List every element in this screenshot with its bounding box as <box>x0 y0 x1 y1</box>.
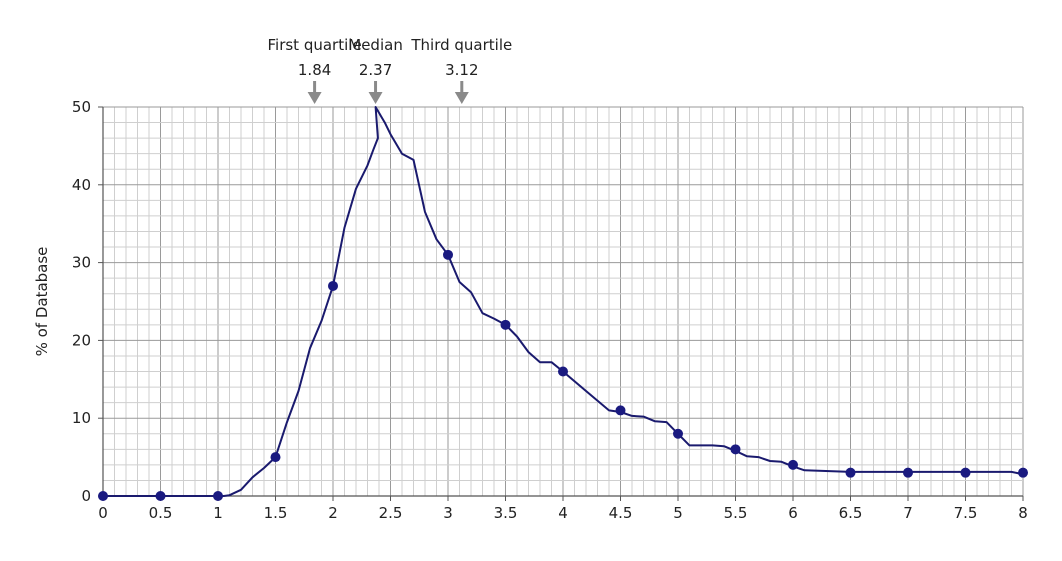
data-point <box>155 491 166 501</box>
annotation-arrow-head <box>307 92 322 104</box>
series-markers <box>98 249 1028 501</box>
annotation-value: 2.37 <box>359 61 392 79</box>
data-point <box>903 467 913 478</box>
series-line-path <box>103 106 1024 497</box>
y-tick-label: 30 <box>72 254 91 272</box>
data-point <box>615 405 626 416</box>
x-tick-label: 4.5 <box>609 504 633 522</box>
x-tick-label: 8 <box>1018 504 1028 522</box>
quartile-annotations: First quartile 1.84 Median 2.37 Third quarti… <box>268 36 512 104</box>
x-tick-label: 2.5 <box>379 504 403 522</box>
annotation-label: Median <box>348 36 403 54</box>
x-tick-label: 1 <box>213 504 223 522</box>
data-point <box>328 280 338 291</box>
x-tick-label: 4 <box>558 504 568 522</box>
x-tick-label: 1.5 <box>264 504 288 522</box>
annotation-value: 1.84 <box>298 61 331 79</box>
x-axis-ticks: 0 0.5 1 1.5 2 2.5 3 3.5 4 4.5 5 5.5 6 6.5 7 7.5 8 <box>98 496 1028 522</box>
data-point <box>98 491 108 501</box>
annotation-arrow-head <box>368 92 383 104</box>
x-tick-label: 5 <box>673 504 683 522</box>
data-point <box>213 491 223 501</box>
x-tick-label: 6 <box>788 504 798 522</box>
data-point <box>960 467 971 478</box>
quartile-annotation: Third quartile 3.12 <box>410 36 512 104</box>
data-point <box>845 467 856 478</box>
data-point <box>673 428 683 439</box>
y-tick-label: 20 <box>72 331 91 349</box>
y-axis-ticks: 0 10 20 30 40 50 <box>72 98 103 505</box>
x-tick-label: 6.5 <box>839 504 863 522</box>
data-point <box>443 249 453 260</box>
series-line <box>103 106 1024 497</box>
y-tick-label: 50 <box>72 98 91 116</box>
annotation-label: Third quartile <box>410 36 512 54</box>
annotation-arrow-head <box>454 92 469 104</box>
data-point <box>558 366 568 377</box>
quartile-annotation: First quartile 1.84 <box>268 36 362 104</box>
data-point <box>500 319 511 330</box>
x-tick-label: 3.5 <box>494 504 518 522</box>
data-point <box>1018 467 1028 478</box>
y-tick-label: 10 <box>72 409 91 427</box>
data-point <box>270 452 281 463</box>
y-axis-label: % of Database <box>33 247 51 357</box>
annotation-value: 3.12 <box>445 61 478 79</box>
x-tick-label: 7 <box>903 504 913 522</box>
quartile-annotation: Median 2.37 <box>348 36 403 104</box>
y-tick-label: 0 <box>81 487 91 505</box>
y-tick-label: 40 <box>72 176 91 194</box>
x-tick-label: 0 <box>98 504 108 522</box>
x-tick-label: 5.5 <box>724 504 748 522</box>
annotation-label: First quartile <box>268 36 362 54</box>
data-point <box>788 459 798 470</box>
data-point <box>730 444 741 455</box>
x-tick-label: 2 <box>328 504 338 522</box>
x-tick-label: 0.5 <box>149 504 173 522</box>
grid <box>102 106 1024 497</box>
x-tick-label: 3 <box>443 504 453 522</box>
x-tick-label: 7.5 <box>954 504 978 522</box>
